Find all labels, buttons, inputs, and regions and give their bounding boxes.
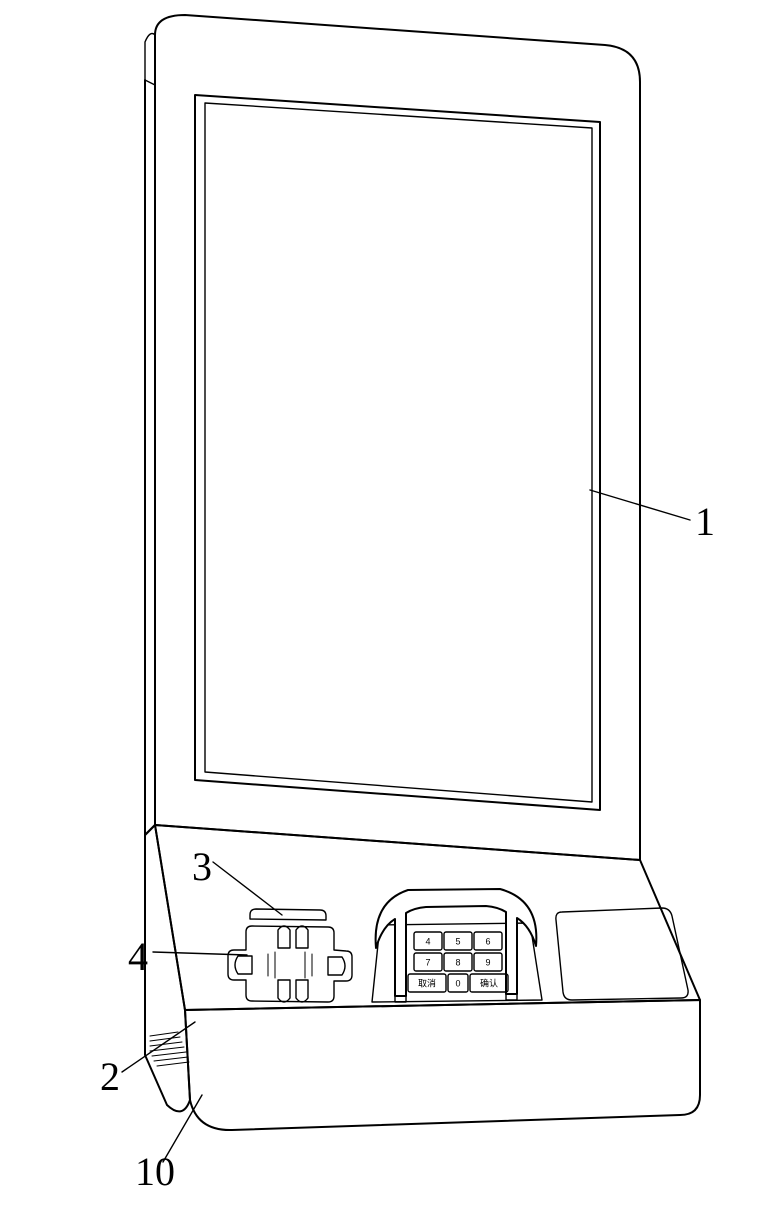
label-1: 1 <box>695 499 715 544</box>
key-label: 6 <box>485 936 490 946</box>
key-label: 8 <box>455 957 460 967</box>
panel-top-back-edge <box>145 34 155 80</box>
label-3: 3 <box>192 844 212 889</box>
label-10: 10 <box>135 1149 175 1194</box>
key-label: 4 <box>425 936 430 946</box>
keypad-group: 4 5 6 7 8 9 取消 0 确认 <box>372 889 542 1002</box>
key-label: 确认 <box>480 977 498 988</box>
screen-outer <box>195 95 600 810</box>
leaders <box>122 490 690 1162</box>
right-pad <box>556 908 688 1000</box>
key-label: 0 <box>455 978 460 988</box>
key-label: 7 <box>425 957 430 967</box>
key-label: 5 <box>455 936 460 946</box>
label-2: 2 <box>100 1054 120 1099</box>
screen-inner <box>205 103 592 802</box>
key-label: 取消 <box>418 977 436 988</box>
label-4: 4 <box>128 934 148 979</box>
panel-left-depth <box>145 80 155 835</box>
key-label: 9 <box>485 957 490 967</box>
keypad: 4 5 6 7 8 9 取消 0 确认 <box>408 932 508 992</box>
shelf-left-side <box>145 825 190 1111</box>
panel-left-depth-inner <box>145 80 155 85</box>
kiosk-diagram: 4 5 6 7 8 9 取消 0 确认 1 3 4 2 10 <box>0 0 783 1208</box>
shelf-front <box>185 1000 700 1130</box>
panel-front-outline <box>155 15 640 860</box>
